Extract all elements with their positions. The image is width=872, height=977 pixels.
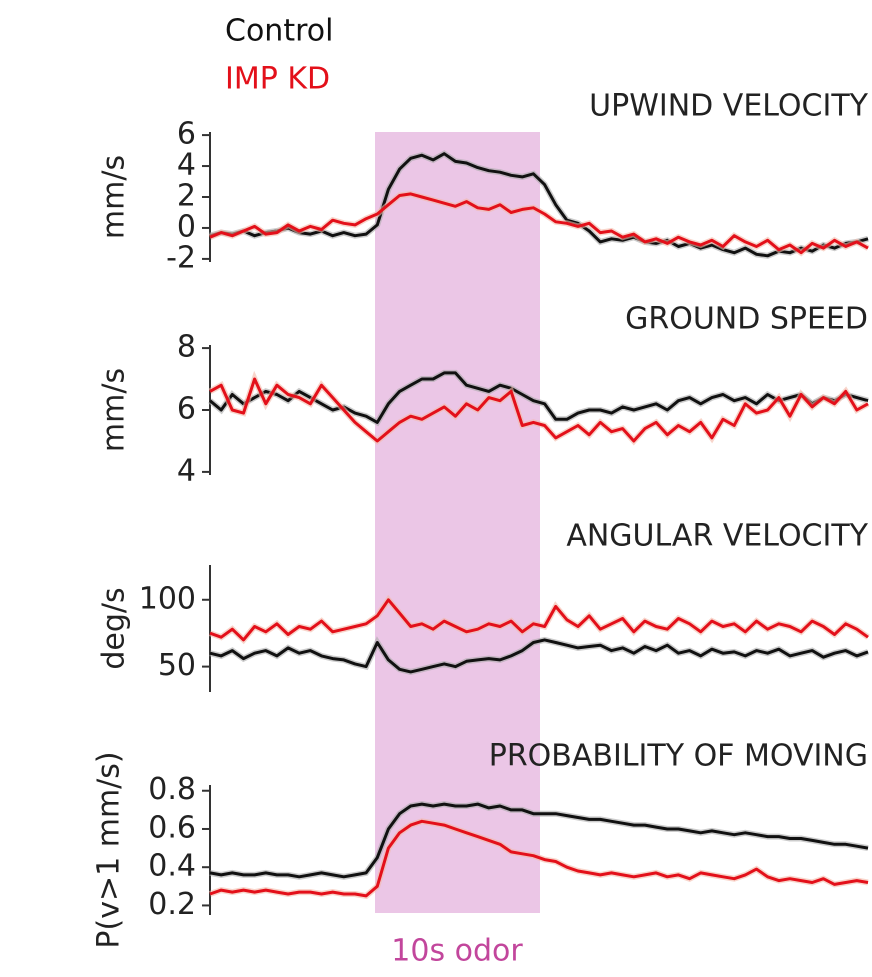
y-tick-label: 0.4 — [148, 849, 196, 884]
y-tick-label: 4 — [177, 148, 196, 183]
panel-title: PROBABILITY OF MOVING — [489, 739, 868, 774]
data-line — [209, 802, 869, 879]
y-tick-label: 4 — [177, 453, 196, 488]
y-tick-label: 0.6 — [148, 810, 196, 845]
y-tick-label: 0.2 — [148, 887, 196, 922]
y-tick-label: 0.8 — [148, 772, 196, 807]
panel-title: ANGULAR VELOCITY — [566, 519, 868, 554]
data-line — [209, 377, 869, 443]
y-tick-label: 8 — [177, 330, 196, 365]
panel-title: GROUND SPEED — [625, 302, 868, 337]
data-line — [209, 598, 869, 642]
data-line — [209, 192, 869, 255]
y-tick-label: 2 — [177, 179, 196, 214]
y-tick-label: 6 — [177, 392, 196, 427]
y-axis-label: mm/s — [97, 155, 132, 239]
data-line — [209, 638, 869, 674]
y-tick-label: -2 — [166, 240, 196, 275]
y-axis-label: mm/s — [97, 368, 132, 452]
odor-label: 10s odor — [391, 934, 523, 969]
data-line — [209, 371, 869, 424]
y-axis-label: P(v>1 mm/s) — [92, 751, 127, 948]
y-tick-label: 6 — [177, 117, 196, 152]
odor-window — [375, 132, 540, 913]
legend-entry: Control — [225, 14, 333, 49]
legend-entry: IMP KD — [225, 62, 330, 97]
panel-title: UPWIND VELOCITY — [589, 89, 868, 124]
y-tick-label: 50 — [158, 648, 196, 683]
y-tick-label: 100 — [139, 581, 196, 616]
data-line — [209, 819, 869, 898]
y-axis-label: deg/s — [97, 587, 132, 669]
y-tick-label: 0 — [177, 209, 196, 244]
